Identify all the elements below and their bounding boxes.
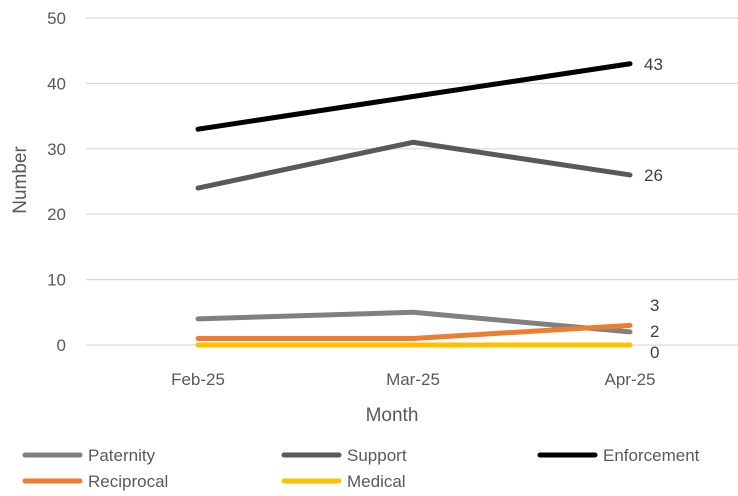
- data-label: 2: [650, 322, 659, 341]
- data-labels: 43 26 3 2 0: [644, 55, 663, 362]
- legend-label-medical: Medical: [347, 472, 406, 491]
- legend-label-enforcement: Enforcement: [603, 446, 700, 465]
- legend-label-reciprocal: Reciprocal: [88, 472, 168, 491]
- y-tick-label: 10: [47, 271, 66, 290]
- x-axis-title: Month: [366, 405, 419, 426]
- y-tick-label: 50: [47, 9, 66, 28]
- y-tick-label: 40: [47, 74, 66, 93]
- y-axis-title: Number: [10, 146, 31, 214]
- legend-label-support: Support: [347, 446, 407, 465]
- series-line-paternity: [195, 309, 633, 335]
- series-line-support: [195, 139, 633, 191]
- gridlines: [86, 17, 738, 346]
- x-tick-label: Mar-25: [386, 370, 440, 389]
- y-tick-label: 20: [47, 205, 66, 224]
- series-line-enforcement: [195, 61, 633, 132]
- x-tick-label: Feb-25: [171, 370, 225, 389]
- x-axis-ticks: Feb-25 Mar-25 Apr-25: [171, 370, 655, 389]
- data-label: 0: [650, 343, 659, 362]
- data-label: 3: [650, 296, 659, 315]
- legend: Paternity Support Enforcement Reciprocal Med…: [22, 446, 700, 491]
- y-axis-ticks: 0 10 20 30 40 50: [47, 9, 66, 355]
- series-lines: [195, 61, 633, 348]
- legend-label-paternity: Paternity: [88, 446, 156, 465]
- x-tick-label: Apr-25: [604, 370, 655, 389]
- data-label: 26: [644, 166, 663, 185]
- y-tick-label: 30: [47, 140, 66, 159]
- y-tick-label: 0: [57, 336, 66, 355]
- series-line-reciprocal: [195, 322, 633, 341]
- data-label: 43: [644, 55, 663, 74]
